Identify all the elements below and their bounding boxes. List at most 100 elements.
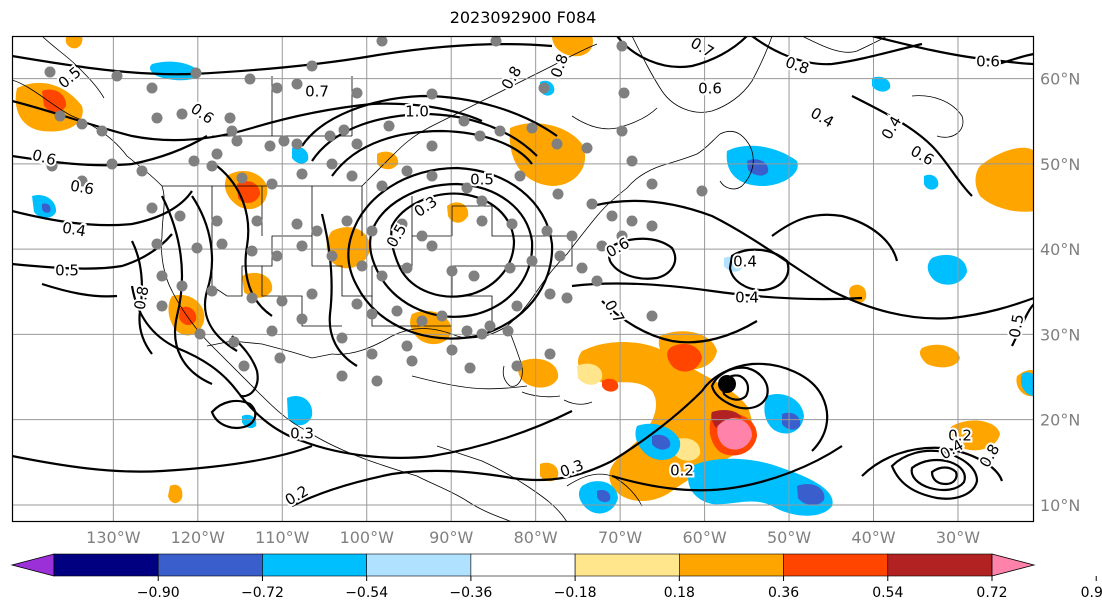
station-marker [596,240,608,252]
station-marker [458,115,470,127]
lat-tick-label: 30°N [1040,325,1080,344]
colorbar-extend-low [10,553,55,577]
station-marker [188,155,200,167]
colorbar-segment [262,553,367,577]
map-frame [11,35,1035,523]
lon-tick-label: 60°W [683,528,727,547]
station-marker [366,225,378,237]
colorbar-tick-label: 0.72 [976,585,1007,601]
station-marker [338,124,350,136]
station-marker [46,160,58,172]
station-marker [646,178,658,190]
station-marker [266,325,278,337]
station-marker [326,250,338,262]
station-marker [406,355,418,367]
station-marker [356,260,368,272]
station-marker [291,138,303,150]
station-marker [264,140,276,152]
station-marker [191,242,203,254]
weather-map: 0.50.60.70.60.60.40.50.80.30.21.00.8 0.80… [11,35,1080,547]
station-marker [591,275,603,287]
station-markers [44,36,708,387]
colorbar-segment [157,553,263,577]
contour-label: 0.3 [290,425,314,443]
colorbar-tick-label: 0.54 [872,585,903,601]
station-marker [190,67,202,79]
colorbar: −0.90 −0.72 −0.54 −0.36 −0.18 0.18 0.36 0.54 0.7… [10,553,1102,601]
lon-tick-label: 80°W [514,528,558,547]
station-marker [111,70,123,82]
station-marker [296,240,308,252]
station-marker [618,87,630,99]
station-marker [246,245,258,257]
station-marker [76,118,88,130]
station-marker [211,148,223,160]
station-marker [511,360,523,372]
station-marker [474,130,486,142]
contour-label: 0.6 [698,80,722,98]
station-marker [238,360,250,372]
station-marker [311,225,323,237]
station-marker [616,40,628,52]
lon-tick-label: 100°W [340,528,395,547]
station-marker [514,170,526,182]
station-marker [461,325,473,337]
station-marker [551,138,563,150]
contour-label: 0.4 [733,253,757,271]
station-marker [146,82,158,94]
station-marker [346,170,358,182]
station-marker [246,292,258,304]
station-marker [646,220,658,232]
station-marker [554,250,566,262]
station-marker [476,195,488,207]
contour-label: 0.4 [735,289,759,307]
station-marker [274,352,286,364]
station-marker [194,328,206,340]
lon-tick-label: 90°W [429,528,473,547]
lat-tick-label: 50°N [1040,155,1080,174]
station-marker [416,230,428,242]
lon-tick-label: 110°W [255,528,310,547]
lat-tick-label: 20°N [1040,411,1080,430]
station-marker [176,280,188,292]
station-marker [54,110,66,122]
station-marker [504,262,516,274]
station-marker [616,230,628,242]
station-marker [526,122,538,134]
station-marker [426,88,438,100]
station-marker [251,215,263,227]
station-marker [490,36,502,47]
station-marker [351,298,363,310]
station-marker [484,320,496,332]
contour-label: 1.0 [405,103,429,121]
station-marker [426,140,438,152]
station-marker [526,255,538,267]
colorbar-tick-label: −0.72 [241,585,284,601]
map-title: 2023092900 F084 [449,8,597,27]
station-marker [296,313,308,325]
station-marker [541,225,553,237]
station-marker [426,240,438,252]
station-marker [231,135,243,147]
station-marker [224,112,236,124]
colorbar-segment [887,553,993,577]
colorbar-tick-label: 0.90 [1081,585,1102,601]
station-marker [396,218,408,230]
lat-tick-labels: 60°N 50°N 40°N 30°N 20°N 10°N [1040,70,1080,515]
station-marker [696,185,708,197]
station-marker [401,340,413,352]
station-marker [271,250,283,262]
colorbar-segment [366,553,472,577]
colorbar-tick-label: 0.18 [664,585,695,601]
station-marker [494,125,506,137]
station-marker [306,288,318,300]
station-marker [586,198,598,210]
station-marker [341,215,353,227]
station-marker [211,215,223,227]
contour-label: 0.7 [305,83,329,101]
station-marker [156,270,168,282]
colorbar-segment [470,553,576,577]
station-marker [146,202,158,214]
colorbar-segment [783,553,889,577]
station-marker [244,73,256,85]
